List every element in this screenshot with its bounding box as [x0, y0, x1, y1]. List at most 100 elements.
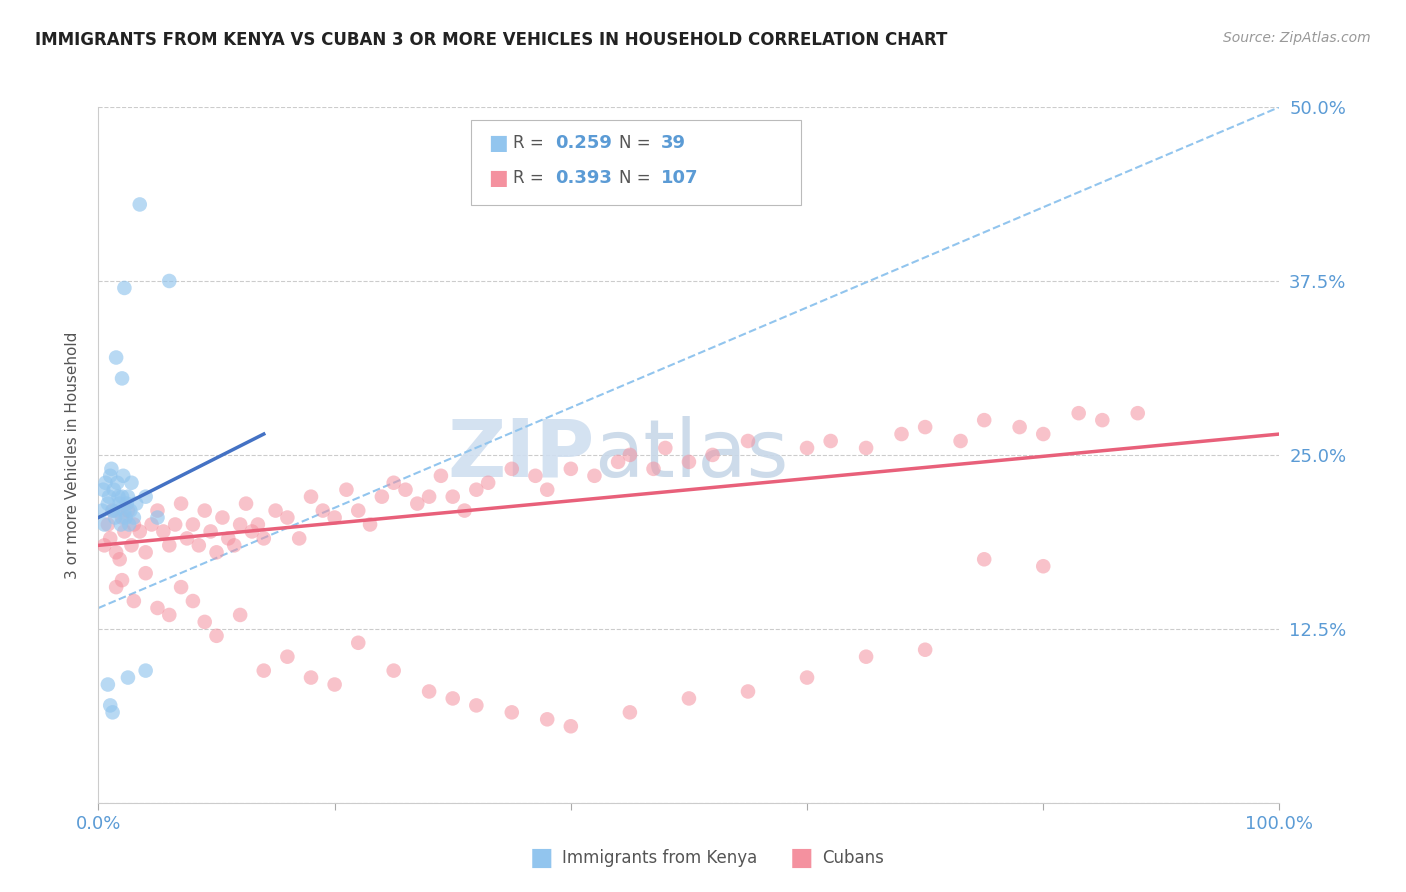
Point — [1032, 559, 1054, 574]
Point — [98, 532, 121, 546]
Point — [536, 712, 558, 726]
Point — [112, 281, 135, 295]
Point — [654, 441, 676, 455]
Point — [371, 490, 394, 504]
Text: ■: ■ — [790, 847, 813, 870]
Point — [103, 483, 125, 497]
Point — [157, 274, 180, 288]
Point — [299, 671, 322, 685]
Point — [97, 517, 120, 532]
Point — [536, 483, 558, 497]
Point — [152, 524, 174, 539]
Point — [643, 462, 665, 476]
Point — [112, 503, 135, 517]
Text: 0.259: 0.259 — [555, 134, 612, 152]
Point — [796, 671, 818, 685]
Point — [430, 468, 453, 483]
Point — [264, 503, 287, 517]
Point — [678, 691, 700, 706]
Text: 39: 39 — [661, 134, 686, 152]
Point — [224, 538, 246, 552]
Text: ■: ■ — [488, 169, 508, 188]
Point — [111, 371, 134, 385]
Point — [200, 524, 222, 539]
Point — [128, 197, 150, 211]
Point — [157, 538, 180, 552]
Text: Immigrants from Kenya: Immigrants from Kenya — [562, 849, 758, 867]
Point — [105, 351, 128, 365]
Point — [240, 524, 263, 539]
Point — [93, 517, 115, 532]
Point — [253, 532, 276, 546]
Point — [135, 664, 157, 678]
Point — [312, 503, 335, 517]
Point — [135, 566, 157, 581]
Point — [194, 503, 217, 517]
Text: 107: 107 — [661, 169, 699, 187]
Text: Cubans: Cubans — [823, 849, 884, 867]
Point — [105, 503, 128, 517]
Point — [91, 503, 114, 517]
Point — [619, 706, 641, 720]
Point — [93, 538, 115, 552]
Point — [105, 475, 128, 490]
Point — [101, 503, 124, 517]
Point — [98, 490, 121, 504]
Point — [122, 517, 145, 532]
Point — [323, 510, 346, 524]
Point — [1126, 406, 1149, 420]
Point — [1032, 427, 1054, 442]
Point — [347, 636, 370, 650]
Text: R =: R = — [513, 169, 550, 187]
Point — [97, 677, 120, 691]
Point — [229, 607, 252, 622]
Point — [105, 580, 128, 594]
Point — [501, 706, 523, 720]
Point — [111, 490, 134, 504]
Point — [949, 434, 972, 448]
Text: Source: ZipAtlas.com: Source: ZipAtlas.com — [1223, 31, 1371, 45]
Point — [441, 691, 464, 706]
Point — [181, 594, 204, 608]
Point — [128, 524, 150, 539]
Point — [1091, 413, 1114, 427]
Point — [122, 510, 145, 524]
Point — [94, 475, 117, 490]
Point — [524, 468, 547, 483]
Point — [299, 490, 322, 504]
Point — [170, 497, 193, 511]
Point — [477, 475, 499, 490]
Text: 0.393: 0.393 — [555, 169, 612, 187]
Text: N =: N = — [619, 169, 655, 187]
Point — [382, 664, 405, 678]
Point — [855, 649, 877, 664]
Point — [108, 552, 131, 566]
Point — [914, 420, 936, 434]
Text: ■: ■ — [530, 847, 553, 870]
Point — [890, 427, 912, 442]
Point — [111, 510, 134, 524]
Point — [394, 483, 416, 497]
Point — [441, 490, 464, 504]
Point — [1067, 406, 1090, 420]
Point — [115, 497, 138, 511]
Point — [104, 510, 127, 524]
Point — [114, 510, 136, 524]
Point — [170, 580, 193, 594]
Point — [1008, 420, 1031, 434]
Point — [98, 468, 121, 483]
Point — [465, 698, 488, 713]
Text: IMMIGRANTS FROM KENYA VS CUBAN 3 OR MORE VEHICLES IN HOUSEHOLD CORRELATION CHART: IMMIGRANTS FROM KENYA VS CUBAN 3 OR MORE… — [35, 31, 948, 49]
Point — [122, 594, 145, 608]
Point — [121, 475, 143, 490]
Point — [146, 510, 169, 524]
Point — [382, 475, 405, 490]
Point — [176, 532, 198, 546]
Text: N =: N = — [619, 134, 655, 152]
Point — [135, 490, 157, 504]
Point — [187, 538, 209, 552]
Point — [181, 517, 204, 532]
Y-axis label: 3 or more Vehicles in Household: 3 or more Vehicles in Household — [65, 331, 80, 579]
Point — [135, 545, 157, 559]
Point — [211, 510, 233, 524]
